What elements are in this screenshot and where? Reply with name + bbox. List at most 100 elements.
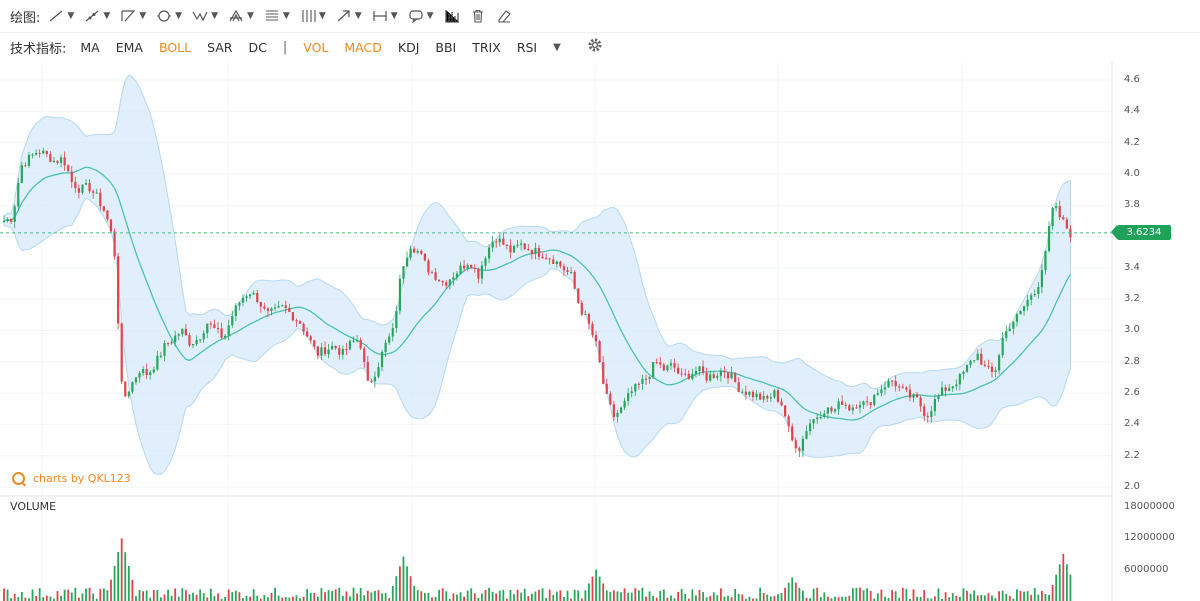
price-chart[interactable] — [0, 62, 1200, 601]
volume-bar — [213, 596, 216, 601]
volume-bar — [837, 597, 840, 601]
drawing-toolbar: 绘图: ▼ ▼ ▼ ▼ ▼ ▼ ▼ ▼ ▼ ▼ ▼ — [0, 0, 1200, 33]
indicator-rsi[interactable]: RSI — [516, 39, 538, 55]
channel-tool-button[interactable]: ▼ — [120, 9, 146, 23]
gann-tool-button[interactable]: ▼ — [300, 9, 326, 23]
indicator-ema[interactable]: EMA — [115, 39, 143, 55]
volume-bar — [670, 595, 672, 601]
indicator-trix[interactable]: TRIX — [472, 39, 501, 55]
candle-body — [138, 372, 141, 378]
chevron-down-icon[interactable]: ▼ — [175, 11, 183, 21]
chevron-down-icon[interactable]: ▼ — [67, 11, 75, 21]
volume-bar — [680, 588, 683, 601]
candle-body — [962, 371, 965, 374]
indicator-boll[interactable]: BOLL — [158, 39, 192, 55]
trash-tool-button[interactable] — [470, 9, 486, 23]
candle-body — [762, 395, 765, 400]
candle-body — [591, 323, 594, 336]
chevron-down-icon[interactable]: ▼ — [139, 11, 147, 21]
volume-bar — [338, 587, 341, 601]
candle-body — [1019, 310, 1022, 315]
volume-bar — [473, 593, 476, 601]
candle-body — [323, 347, 327, 355]
volume-bar — [552, 594, 555, 601]
gear-icon[interactable] — [587, 37, 603, 57]
chevron-down-icon[interactable]: ▼ — [282, 11, 290, 21]
candle-body — [302, 323, 305, 332]
candle-body — [644, 378, 648, 380]
candle-body — [298, 320, 302, 324]
volume-bar — [520, 592, 523, 601]
candle-body — [498, 238, 501, 243]
volume-bar — [185, 590, 187, 601]
ray-tool-button[interactable]: ▼ — [84, 9, 110, 23]
candle-body — [705, 372, 708, 381]
volume-bar — [209, 588, 212, 601]
volume-bar — [138, 590, 141, 601]
chevron-down-icon[interactable]: ▼ — [211, 11, 218, 21]
chevron-down-icon[interactable]: ▼ — [390, 11, 398, 21]
volume-bar — [712, 592, 715, 601]
indicator-macd[interactable]: MACD — [344, 39, 382, 55]
candle-body — [570, 271, 573, 273]
comment-tool-button[interactable]: ▼ — [408, 9, 434, 23]
volume-bar — [948, 597, 951, 601]
indicator-vol[interactable]: VOL — [303, 39, 329, 55]
candle-body — [281, 305, 284, 307]
arrow-icon — [337, 10, 350, 22]
candle-body — [1015, 314, 1019, 322]
volume-bar — [727, 595, 729, 601]
chevron-down-icon[interactable]: ▼ — [354, 11, 362, 21]
fib-tool-button[interactable]: ▼ — [264, 9, 290, 23]
candle-body — [316, 346, 319, 356]
volume-bar — [366, 590, 369, 601]
volume-bar — [188, 594, 191, 601]
volume-bar — [224, 596, 227, 601]
indicator-dc[interactable]: DC — [248, 39, 267, 55]
volume-bar — [677, 591, 679, 601]
measure-tool-button[interactable]: ▼ — [372, 9, 398, 23]
indicator-sar[interactable]: SAR — [207, 39, 233, 55]
volume-bar — [887, 598, 890, 601]
pitchfork-tool-button[interactable]: ▼ — [228, 9, 254, 23]
chevron-down-icon[interactable]: ▼ — [247, 11, 254, 21]
volume-bar — [270, 592, 273, 601]
candle-body — [958, 373, 961, 385]
volume-bar — [819, 597, 822, 601]
arrow-tool-button[interactable]: ▼ — [336, 9, 362, 23]
volume-bar — [299, 598, 301, 601]
line-tool-button[interactable]: ▼ — [48, 9, 74, 23]
candle-body — [35, 152, 38, 155]
volume-bar — [352, 587, 355, 601]
candle-body — [213, 324, 216, 329]
indicator-kdj[interactable]: KDJ — [397, 39, 420, 55]
chevron-down-icon[interactable]: ▼ — [426, 11, 434, 21]
channel-icon — [121, 10, 136, 22]
ellipse-tool-button[interactable]: ▼ — [156, 9, 182, 23]
volume-bar — [869, 590, 872, 601]
drawing-label: 绘图: — [10, 10, 41, 26]
candle-body — [634, 383, 637, 392]
volume-bar — [884, 596, 886, 601]
more-indicators-chevron-icon[interactable]: ▼ — [553, 41, 561, 53]
volume-bars — [3, 538, 1072, 601]
chevron-down-icon[interactable]: ▼ — [103, 11, 111, 21]
chevron-down-icon[interactable]: ▼ — [318, 11, 326, 21]
eraser-tool-button[interactable] — [496, 9, 512, 23]
candle-body — [1012, 321, 1015, 329]
pattern-tool-button[interactable]: ▼ — [192, 9, 218, 23]
candle-body — [612, 404, 615, 417]
volume-tick-label: 18000000 — [1124, 501, 1175, 512]
indicator-ma[interactable]: MA — [80, 39, 100, 55]
indicator-bbi[interactable]: BBI — [435, 39, 457, 55]
volume-bar — [334, 589, 337, 601]
candle-body — [359, 339, 362, 349]
candle-body — [84, 182, 88, 185]
candle-body — [627, 393, 630, 401]
volume-bar — [78, 597, 80, 601]
candle-body — [45, 150, 48, 155]
candle-body — [623, 400, 626, 408]
volume-profile-tool-button[interactable] — [444, 9, 460, 23]
volume-bar — [363, 595, 366, 601]
volume-title: VOLUME — [10, 500, 57, 513]
